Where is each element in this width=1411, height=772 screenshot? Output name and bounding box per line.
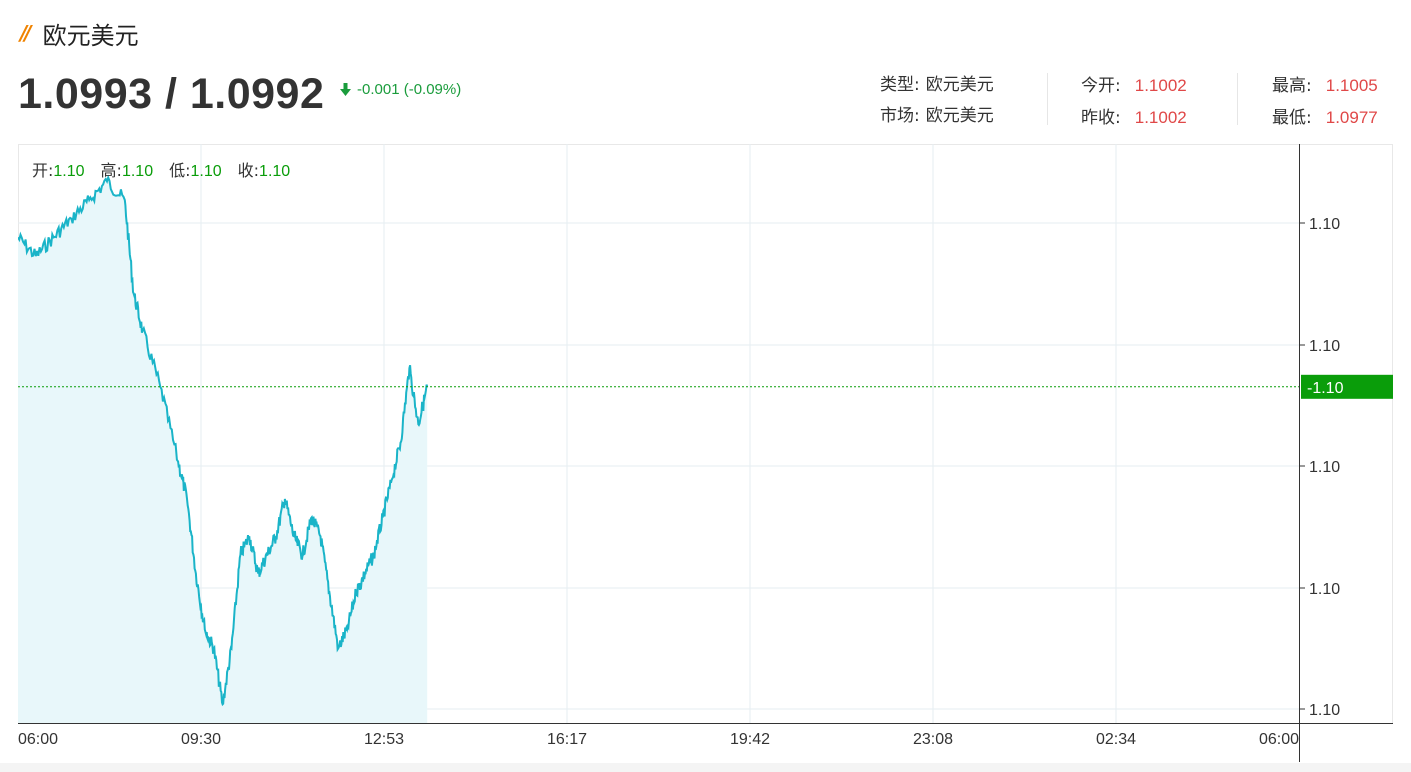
y-axis-ticks: 1.10 1.10 1.10 1.10 1.10	[1309, 216, 1340, 719]
high-value: 1.1005	[1325, 76, 1378, 95]
title-row: // 欧元美元	[20, 18, 139, 50]
y-tick-label: 1.10	[1309, 702, 1340, 719]
open-label: 今开:	[1081, 76, 1121, 96]
prevclose-value: 1.1002	[1134, 108, 1187, 127]
price-quote: 1.0993 / 1.0992	[18, 70, 325, 118]
page-title: 欧元美元	[42, 21, 139, 50]
x-tick-label: 09:30	[181, 731, 221, 748]
stats-col-high: 最高: 1.1005 最低: 1.0977	[1272, 70, 1378, 134]
stats-col-open: 今开: 1.1002 昨收: 1.1002	[1081, 70, 1187, 134]
chart-axes	[18, 144, 1393, 762]
intraday-chart[interactable]: 06:00 09:30 12:53 16:17 19:42 23:08 02:34 06:00…	[18, 144, 1393, 762]
x-axis-ticks: 06:00 09:30 12:53 16:17 19:42 23:08 02:34 06:00	[18, 731, 1299, 748]
x-tick-label: 06:00	[18, 731, 58, 748]
ohlc-open-label: 开:	[32, 161, 54, 180]
high-label: 最高:	[1272, 76, 1312, 96]
market-value: 欧元美元	[925, 106, 994, 126]
x-tick-label: 16:17	[547, 731, 587, 748]
footer-band	[0, 763, 1411, 772]
chart-border	[18, 144, 1393, 724]
y-tick-label: 1.10	[1309, 459, 1340, 476]
price-change: -0.001 (-0.09%)	[340, 81, 461, 98]
ohlc-low-label: 低:	[169, 161, 191, 180]
chart-grid	[18, 144, 1393, 724]
type-label: 类型:	[880, 75, 920, 95]
ohlc-open-value: 1.10	[53, 163, 85, 180]
current-price-badge	[1301, 374, 1393, 399]
ohlc-close-label: 收:	[237, 161, 260, 180]
stats-divider	[1047, 73, 1048, 125]
current-price-marker: -1.10	[18, 374, 1393, 399]
x-tick-label: 12:53	[364, 731, 404, 748]
y-tick-label: 1.10	[1309, 338, 1340, 355]
open-value: 1.1002	[1134, 76, 1187, 95]
stats-divider	[1237, 73, 1238, 125]
ohlc-high-value: 1.10	[121, 163, 154, 180]
y-tick-label: 1.10	[1309, 216, 1340, 233]
slash-logo-icon: //	[20, 21, 31, 45]
ohlc-close-value: 1.10	[259, 163, 291, 180]
x-tick-label: 19:42	[730, 731, 770, 748]
y-tick-label: 1.10	[1309, 581, 1340, 598]
x-tick-label: 02:34	[1096, 731, 1136, 748]
price-change-value: -0.001 (-0.09%)	[357, 81, 462, 98]
low-value: 1.0977	[1325, 108, 1378, 127]
x-tick-label: 06:00	[1259, 731, 1299, 748]
ohlc-readout: 开:1.10 高:1.10 低:1.10 收:1.10	[32, 157, 290, 181]
price-line	[18, 174, 429, 707]
stats-col-type: 类型: 欧元美元 市场: 欧元美元	[880, 70, 994, 132]
x-tick-label: 23:08	[913, 731, 953, 748]
low-label: 最低:	[1272, 108, 1312, 128]
prevclose-label: 昨收:	[1081, 108, 1121, 128]
price-area	[18, 177, 428, 723]
current-price-label: -1.10	[1307, 380, 1344, 397]
type-value: 欧元美元	[925, 75, 994, 95]
ohlc-high-label: 高:	[100, 161, 122, 180]
ohlc-low-value: 1.10	[190, 163, 222, 180]
arrow-down-icon	[340, 83, 351, 96]
market-label: 市场:	[880, 106, 920, 126]
